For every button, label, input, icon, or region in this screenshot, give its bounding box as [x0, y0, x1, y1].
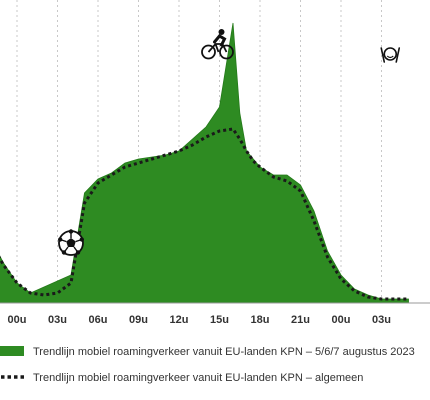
x-tick-label: 21u: [291, 314, 310, 326]
x-tick-label: 09u: [129, 314, 148, 326]
x-tick-label: 03u: [48, 314, 67, 326]
plot-area: [0, 22, 409, 303]
x-tick-label: 15u: [210, 314, 229, 326]
x-tick-label: 00u: [8, 314, 27, 326]
legend-label-dotted: Trendlijn mobiel roamingverkeer vanuit E…: [33, 372, 363, 384]
x-tick-label: 06u: [89, 314, 108, 326]
annotation-icons: [58, 29, 401, 256]
legend: Trendlijn mobiel roamingverkeer vanuit E…: [0, 346, 415, 384]
x-tick-labels: 00u 03u 06u 09u 12u 15u 18u 21u 00u 03u: [8, 314, 391, 326]
dotted-series-general: [0, 127, 409, 301]
soccer-ball-icon: [58, 229, 84, 256]
x-tick-label: 12u: [170, 314, 189, 326]
legend-swatch-area: [0, 346, 24, 356]
cheering-icon: [380, 47, 401, 63]
legend-label-area: Trendlijn mobiel roamingverkeer vanuit E…: [33, 346, 415, 358]
area-series-2023: [0, 22, 409, 303]
x-tick-label: 03u: [372, 314, 391, 326]
x-tick-label: 18u: [251, 314, 270, 326]
cyclist-icon: [201, 29, 234, 60]
x-tick-label: 00u: [332, 314, 351, 326]
